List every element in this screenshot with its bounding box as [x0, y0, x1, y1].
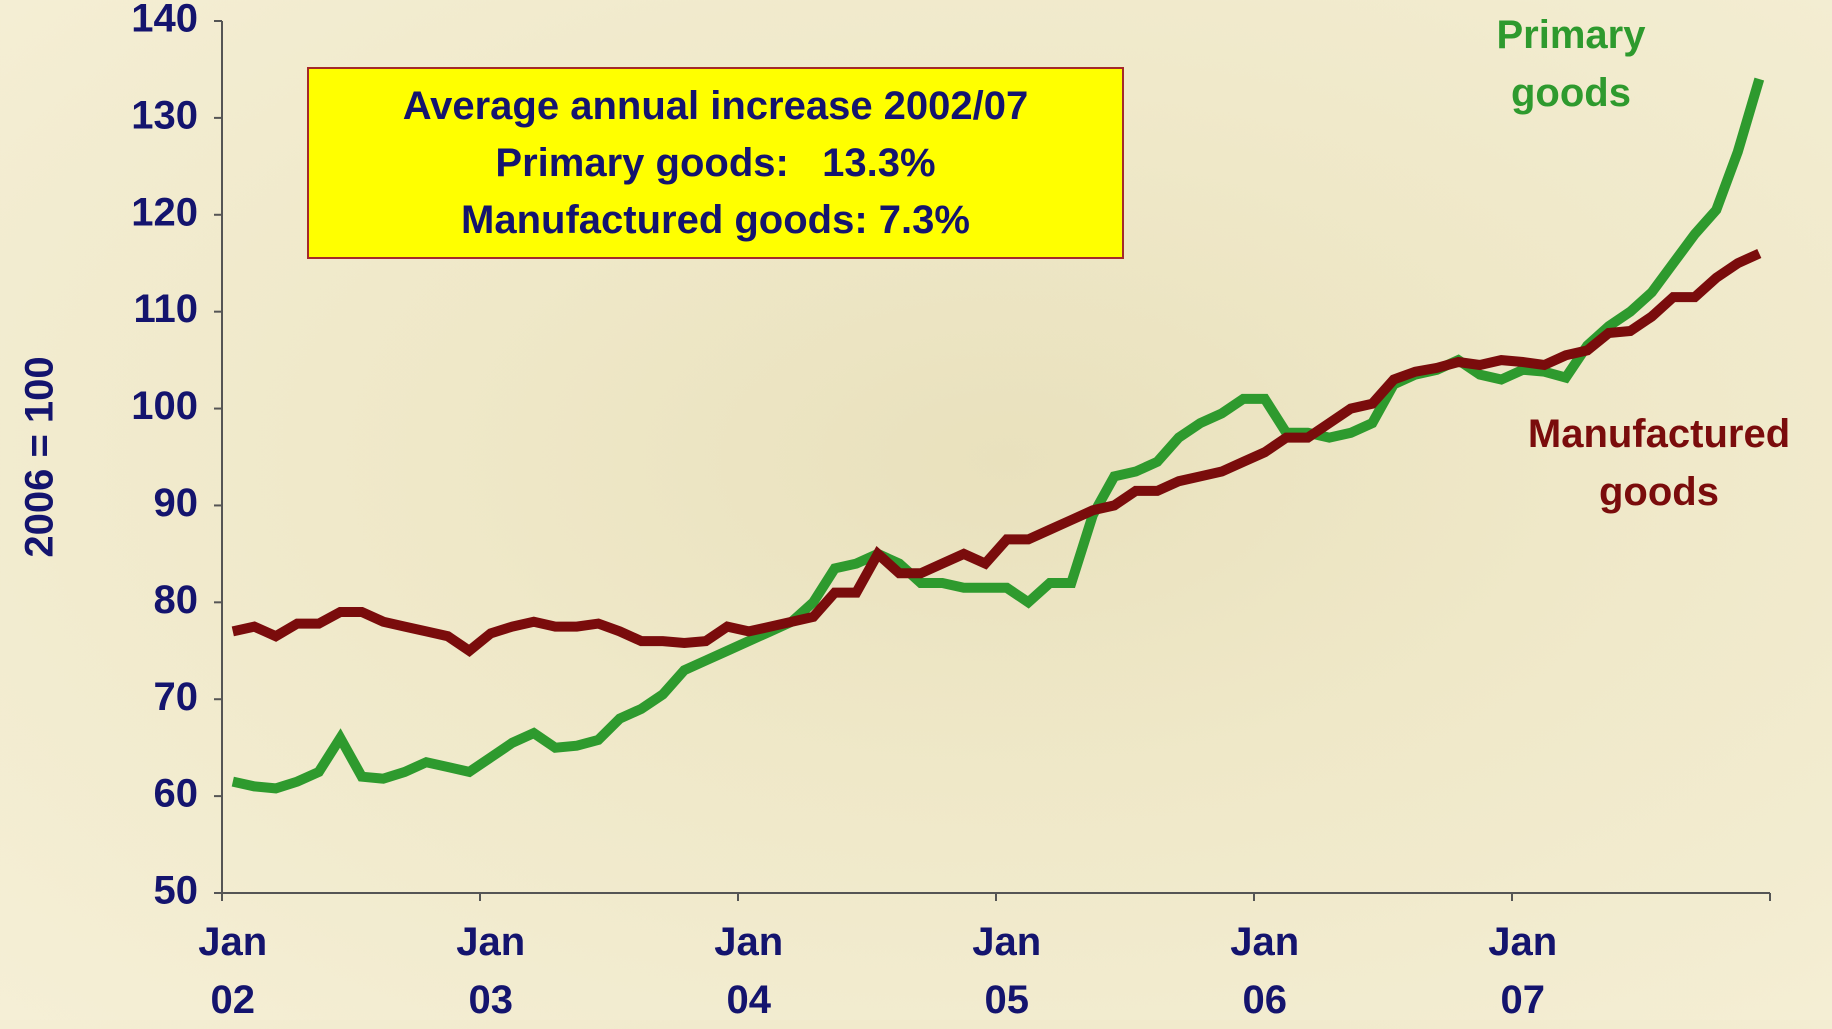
y-tick-label: 60 — [154, 772, 199, 816]
y-tick-label: 130 — [131, 93, 198, 137]
y-tick-label: 70 — [154, 675, 199, 719]
x-tick-label: Jan 05 — [972, 920, 1042, 1022]
y-tick-label: 100 — [131, 384, 198, 428]
series-line — [231, 77, 1765, 794]
y-axis-label: 2006 = 100 — [18, 356, 62, 557]
series-label: Primary goods — [1496, 13, 1646, 115]
x-tick-label: Jan 07 — [1488, 920, 1558, 1022]
y-tick-label: 80 — [154, 578, 199, 622]
y-tick-label: 140 — [131, 0, 198, 41]
x-tick-label: Jan 04 — [714, 920, 784, 1022]
y-tick-label: 50 — [154, 869, 199, 913]
x-tick-label: Jan 02 — [198, 920, 268, 1022]
annotation-line: Primary goods: 13.3% — [495, 140, 936, 185]
series-line — [231, 248, 1762, 658]
x-tick-label: Jan 03 — [456, 920, 526, 1022]
y-tick-label: 120 — [131, 190, 198, 234]
y-tick-label: 110 — [133, 287, 198, 331]
series-label: Manufactured goods — [1527, 412, 1791, 514]
x-tick-label: Jan 06 — [1230, 920, 1300, 1022]
annotation-line: Average annual increase 2002/07 — [402, 83, 1029, 128]
annotation-line: Manufactured goods: 7.3% — [461, 197, 970, 242]
annotation-box: Average annual increase 2002/07 Primary … — [307, 67, 1124, 259]
y-tick-label: 90 — [154, 481, 199, 525]
